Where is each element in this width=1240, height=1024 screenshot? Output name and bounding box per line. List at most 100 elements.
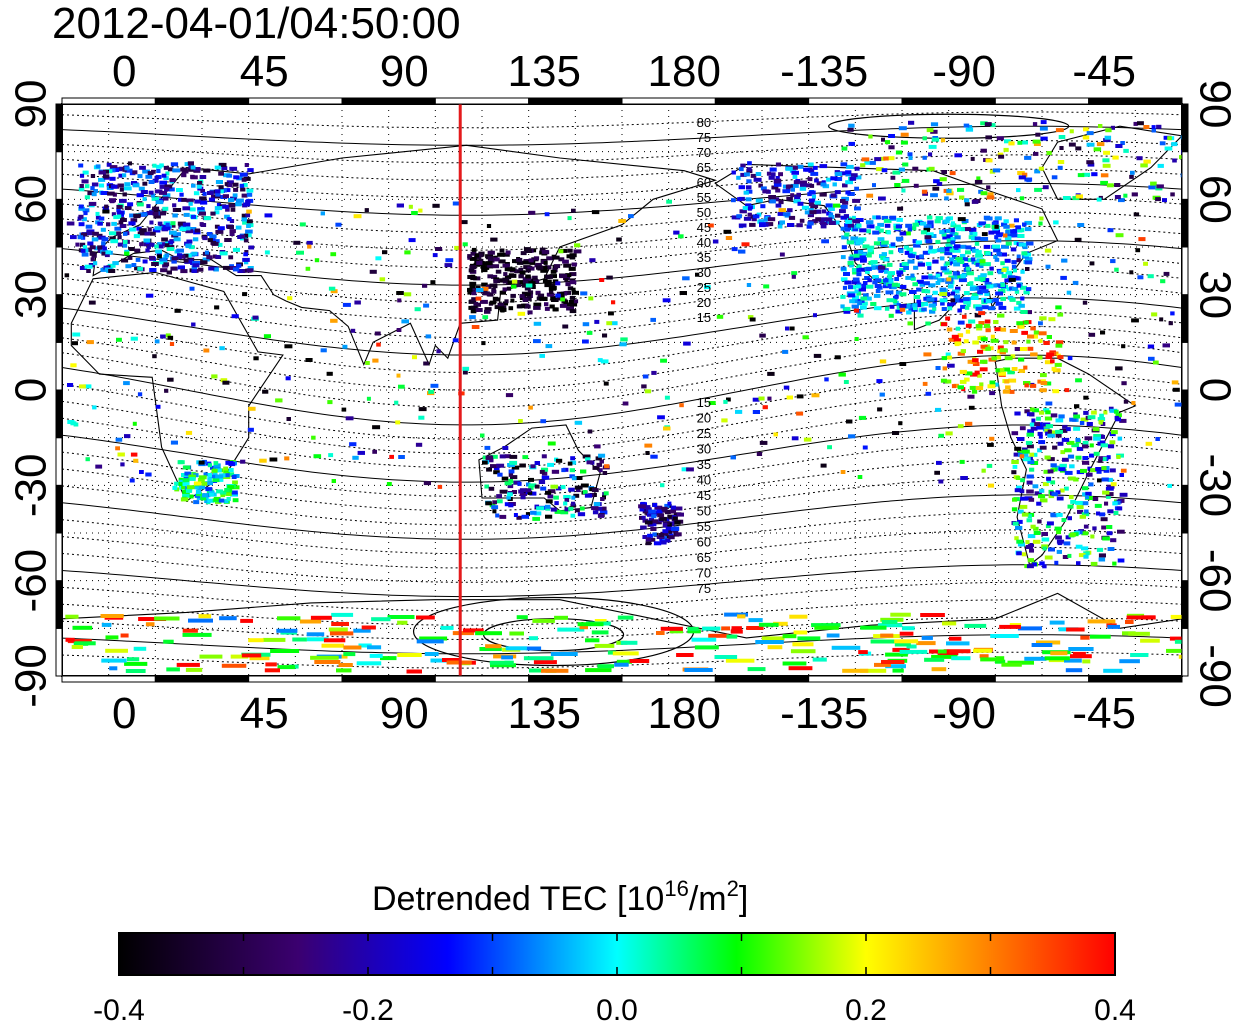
tec-data-point — [1090, 561, 1098, 566]
tec-data-point — [953, 338, 962, 343]
tec-data-point — [1046, 352, 1055, 357]
tec-data-point — [786, 196, 793, 201]
tec-data-point — [469, 315, 476, 320]
tec-data-point — [231, 314, 239, 319]
tec-data-point — [996, 251, 1002, 256]
edge-bar-segment — [55, 627, 63, 677]
tec-data-point — [511, 490, 517, 494]
tec-data-point — [306, 632, 325, 637]
tec-data-point — [397, 653, 422, 657]
tec-data-point — [130, 218, 135, 223]
tec-data-point — [806, 224, 812, 229]
tec-data-point — [616, 237, 622, 242]
tec-data-point — [504, 454, 511, 459]
tec-data-point — [528, 405, 533, 410]
y-tick-label-right: 30 — [1190, 270, 1239, 319]
tec-data-point — [95, 164, 101, 169]
tec-data-point — [960, 349, 966, 354]
tec-data-point — [90, 174, 96, 178]
tec-data-point — [1055, 433, 1062, 438]
tec-data-point — [830, 193, 837, 198]
tec-data-point — [70, 363, 77, 368]
tec-data-point — [522, 298, 529, 302]
tec-data-point — [423, 481, 431, 486]
tec-data-point — [1093, 451, 1100, 456]
tec-data-point — [571, 495, 576, 500]
tec-data-point — [173, 237, 181, 242]
tec-data-point — [849, 299, 855, 304]
tec-data-point — [1029, 412, 1035, 417]
tec-data-point — [963, 123, 970, 128]
tec-data-point — [1042, 482, 1049, 487]
tec-data-point — [1117, 436, 1123, 441]
tec-data-point — [650, 317, 656, 322]
tec-data-point — [485, 261, 493, 266]
tec-data-point — [504, 299, 509, 304]
tec-data-point — [1061, 518, 1067, 522]
tec-data-point — [565, 282, 571, 287]
tec-data-point — [1004, 258, 1011, 263]
tec-data-point — [124, 661, 148, 666]
tec-data-point — [97, 221, 103, 226]
tec-data-point — [361, 625, 376, 630]
tec-data-point — [1000, 283, 1005, 287]
tec-data-point — [881, 168, 888, 173]
tec-data-point — [639, 507, 645, 512]
tec-data-point — [861, 157, 870, 162]
tec-data-point — [170, 266, 177, 271]
tec-data-point — [228, 255, 234, 260]
tec-data-point — [462, 242, 468, 247]
tec-data-point — [166, 667, 180, 672]
tec-data-point — [857, 250, 864, 254]
tec-data-point — [442, 658, 460, 662]
tec-data-point — [189, 207, 196, 212]
tec-data-point — [339, 654, 348, 659]
tec-data-point — [127, 161, 132, 166]
tec-data-point — [983, 244, 991, 249]
tec-data-point — [847, 192, 855, 196]
tec-data-point — [263, 334, 271, 339]
tec-data-point — [536, 506, 545, 511]
tec-data-point — [299, 222, 306, 227]
tec-data-point — [161, 237, 168, 242]
tec-data-point — [1018, 242, 1027, 247]
tec-data-point — [326, 371, 333, 376]
contour-label: 40 — [697, 235, 711, 250]
tec-data-point — [1120, 141, 1125, 145]
tec-data-point — [475, 631, 502, 636]
tec-data-point — [374, 331, 381, 336]
tec-data-point — [1041, 537, 1050, 542]
tec-data-point — [528, 483, 537, 488]
tec-data-point — [958, 278, 967, 283]
tec-data-point — [1098, 420, 1103, 425]
tec-data-point — [215, 255, 222, 259]
tec-data-point — [1156, 124, 1162, 129]
tec-data-point — [1082, 486, 1089, 491]
tec-data-point — [1015, 525, 1023, 530]
tec-data-point — [808, 208, 814, 212]
tec-data-point — [1080, 635, 1090, 640]
tec-data-point — [545, 274, 553, 279]
tec-data-point — [1020, 496, 1028, 501]
tec-data-point — [1055, 535, 1062, 540]
tec-data-point — [792, 174, 798, 179]
tec-data-point — [954, 244, 961, 249]
tec-data-point — [967, 359, 975, 364]
tec-data-point — [936, 460, 942, 465]
tec-data-point — [418, 415, 425, 420]
tec-data-point — [918, 302, 925, 307]
tec-data-point — [834, 355, 841, 360]
tec-data-point — [995, 291, 1004, 296]
tec-data-point — [192, 485, 199, 489]
tec-data-point — [614, 662, 629, 667]
tec-data-point — [207, 498, 215, 503]
tec-data-point — [758, 622, 779, 627]
tec-data-point — [435, 247, 443, 251]
tec-data-point — [1174, 639, 1182, 644]
tec-data-point — [1112, 561, 1117, 566]
tec-data-point — [265, 662, 277, 667]
tec-data-point — [559, 294, 565, 299]
tec-data-point — [1027, 534, 1036, 539]
tec-data-point — [215, 192, 221, 197]
tec-data-point — [236, 176, 243, 181]
